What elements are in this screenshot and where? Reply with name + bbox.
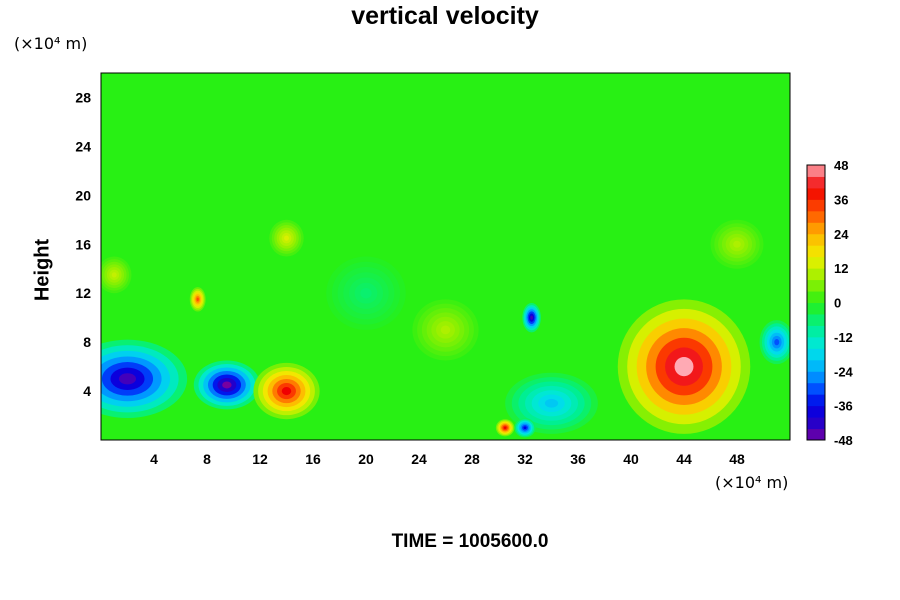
x-tick-label: 16 xyxy=(305,451,321,467)
x-tick-label: 40 xyxy=(623,451,639,467)
colorbar-segment xyxy=(807,371,825,384)
contour-feature-7-level-7 xyxy=(523,426,527,430)
x-tick-label: 4 xyxy=(150,451,158,467)
x-tick-label: 28 xyxy=(464,451,480,467)
contour-feature-6-level-7 xyxy=(503,426,507,429)
colorbar-segment xyxy=(807,233,825,246)
y-tick-label: 28 xyxy=(75,89,91,105)
x-tick-label: 44 xyxy=(676,451,692,467)
colorbar-segment xyxy=(807,325,825,338)
colorbar-tick-label: 48 xyxy=(834,158,848,173)
colorbar-segment xyxy=(807,336,825,349)
colorbar-tick-label: 0 xyxy=(834,296,841,311)
colorbar-segment xyxy=(807,428,825,441)
y-tick-label: 24 xyxy=(75,138,91,154)
colorbar-segment xyxy=(807,417,825,430)
colorbar-segment xyxy=(807,279,825,292)
colorbar-segment xyxy=(807,256,825,269)
x-tick-label: 32 xyxy=(517,451,533,467)
contour-feature-0-level-7 xyxy=(118,373,137,385)
colorbar-segment xyxy=(807,291,825,303)
colorbar-segment xyxy=(807,302,825,315)
colorbar-segment xyxy=(807,394,825,407)
x-tick-label: 12 xyxy=(252,451,268,467)
colorbar-segment xyxy=(807,210,825,223)
plot-frame xyxy=(100,72,791,441)
colorbar-frame xyxy=(806,164,826,441)
colorbar-segment xyxy=(807,348,825,361)
colorbar-tick-label: -12 xyxy=(834,330,853,345)
y-tick-label: 4 xyxy=(83,383,91,399)
y-axis-unit: (×10⁴ m) xyxy=(14,34,88,53)
x-tick-label: 20 xyxy=(358,451,374,467)
colorbar-tick-label: 12 xyxy=(834,261,848,276)
colorbar-segment xyxy=(807,222,825,235)
contour-feature-12-level-7 xyxy=(440,325,451,335)
colorbar: 48 36 24 12 0 -12 -24 -36 -48 xyxy=(806,158,854,448)
colorbar-tick-label: -48 xyxy=(834,433,853,448)
colorbar-segment xyxy=(807,382,825,395)
colorbar-segment xyxy=(807,187,825,200)
x-tick-label: 36 xyxy=(570,451,586,467)
contour-feature-2-level-7 xyxy=(281,387,292,396)
y-tick-label: 16 xyxy=(75,236,91,252)
plot-area xyxy=(100,72,791,441)
y-tick-label: 20 xyxy=(75,187,91,203)
contour-feature-11-level-7 xyxy=(111,272,117,278)
x-tick-label: 24 xyxy=(411,451,427,467)
chart-title: vertical velocity xyxy=(351,2,539,30)
y-tick-label: 8 xyxy=(83,334,91,350)
contour-feature-4-level-7 xyxy=(544,398,559,408)
contour-feature-9-level-7 xyxy=(774,338,780,346)
contour-feature-8-level-7 xyxy=(196,297,199,302)
x-tick-label: 8 xyxy=(203,451,211,467)
colorbar-segment xyxy=(807,199,825,212)
colorbar-segment xyxy=(807,165,825,177)
contour-feature-10-level-7 xyxy=(284,235,289,241)
colorbar-tick-label: 36 xyxy=(834,192,848,207)
colorbar-tick-label: 24 xyxy=(834,227,849,242)
contour-feature-1-level-7 xyxy=(222,381,232,389)
colorbar-tick-label: -36 xyxy=(834,399,853,414)
colorbar-segment xyxy=(807,268,825,281)
contour-feature-14-level-7 xyxy=(733,240,741,248)
colorbar-segment xyxy=(807,176,825,189)
contour-feature-13-level-7 xyxy=(360,287,372,299)
y-tick-label: 12 xyxy=(75,285,91,301)
colorbar-tick-label: -24 xyxy=(834,364,854,379)
contour-feature-5-level-7 xyxy=(530,315,533,320)
colorbar-segment xyxy=(807,313,825,326)
time-label: TIME = 1005600.0 xyxy=(391,531,549,552)
colorbar-segment xyxy=(807,405,825,418)
x-tick-label: 48 xyxy=(729,451,745,467)
x-axis-unit: (×10⁴ m) xyxy=(715,473,789,492)
colorbar-segment xyxy=(807,245,825,258)
colorbar-segment xyxy=(807,359,825,372)
contour-feature-3-level-7 xyxy=(674,356,694,377)
